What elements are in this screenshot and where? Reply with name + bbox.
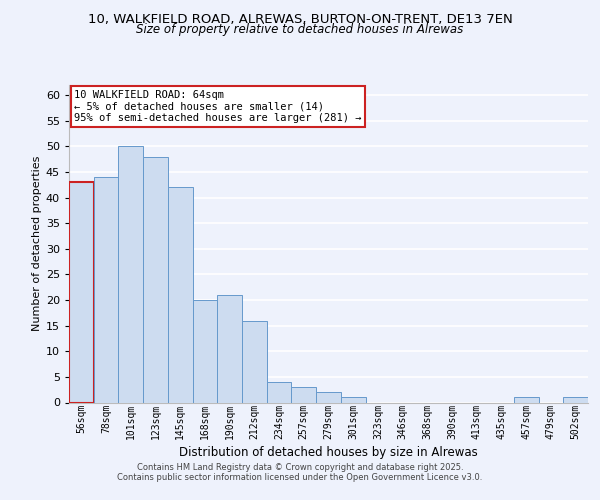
Bar bbox=[69, 182, 94, 402]
Bar bbox=[193, 300, 217, 402]
Bar bbox=[267, 382, 292, 402]
Text: 10, WALKFIELD ROAD, ALREWAS, BURTON-ON-TRENT, DE13 7EN: 10, WALKFIELD ROAD, ALREWAS, BURTON-ON-T… bbox=[88, 12, 512, 26]
Text: Contains HM Land Registry data © Crown copyright and database right 2025.: Contains HM Land Registry data © Crown c… bbox=[137, 462, 463, 471]
Bar bbox=[94, 177, 118, 402]
Bar bbox=[316, 392, 341, 402]
Bar bbox=[292, 387, 316, 402]
Bar bbox=[118, 146, 143, 402]
Y-axis label: Number of detached properties: Number of detached properties bbox=[32, 156, 41, 332]
Bar bbox=[563, 398, 588, 402]
Text: Contains public sector information licensed under the Open Government Licence v3: Contains public sector information licen… bbox=[118, 472, 482, 482]
Bar bbox=[168, 188, 193, 402]
Bar bbox=[242, 320, 267, 402]
Text: Size of property relative to detached houses in Alrewas: Size of property relative to detached ho… bbox=[136, 22, 464, 36]
Bar bbox=[341, 398, 365, 402]
X-axis label: Distribution of detached houses by size in Alrewas: Distribution of detached houses by size … bbox=[179, 446, 478, 459]
Text: 10 WALKFIELD ROAD: 64sqm
← 5% of detached houses are smaller (14)
95% of semi-de: 10 WALKFIELD ROAD: 64sqm ← 5% of detache… bbox=[74, 90, 362, 123]
Bar bbox=[217, 295, 242, 403]
Bar bbox=[514, 398, 539, 402]
Bar bbox=[143, 156, 168, 402]
